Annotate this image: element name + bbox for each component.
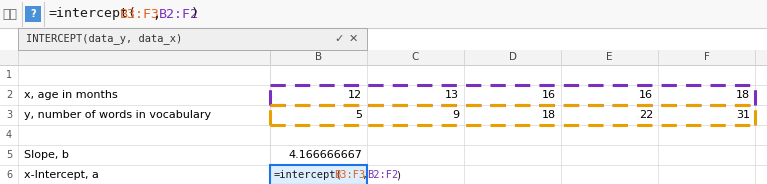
Text: 4.166666667: 4.166666667 bbox=[288, 150, 362, 160]
Text: B2:F2: B2:F2 bbox=[159, 8, 199, 20]
Bar bbox=[0, 125, 767, 145]
Text: ,: , bbox=[362, 170, 368, 180]
Bar bbox=[0, 165, 767, 184]
Text: 2: 2 bbox=[6, 90, 12, 100]
Text: INTERCEPT(data_y, data_x): INTERCEPT(data_y, data_x) bbox=[26, 33, 183, 45]
Text: 18: 18 bbox=[736, 90, 750, 100]
Text: 5: 5 bbox=[6, 150, 12, 160]
Text: Slope, b: Slope, b bbox=[24, 150, 69, 160]
Text: 13: 13 bbox=[445, 90, 459, 100]
Text: B2:F2: B2:F2 bbox=[367, 170, 399, 180]
Text: 16: 16 bbox=[542, 90, 556, 100]
Bar bbox=[25, 6, 41, 22]
Text: ): ) bbox=[191, 8, 199, 20]
Text: B: B bbox=[315, 52, 322, 63]
Text: ,: , bbox=[152, 8, 160, 20]
Text: 1: 1 bbox=[6, 70, 12, 80]
Text: 4: 4 bbox=[6, 130, 12, 140]
Bar bbox=[18, 28, 367, 50]
Text: =intercept(: =intercept( bbox=[48, 8, 136, 20]
Text: =intercept(: =intercept( bbox=[274, 170, 343, 180]
Text: y, number of words in vocabulary: y, number of words in vocabulary bbox=[24, 110, 211, 120]
Bar bbox=[0, 105, 767, 125]
Bar bbox=[0, 65, 767, 85]
Text: 𝑓𝑥: 𝑓𝑥 bbox=[2, 8, 18, 20]
Bar bbox=[0, 0, 767, 28]
Text: B3:F3: B3:F3 bbox=[120, 8, 160, 20]
Text: 18: 18 bbox=[542, 110, 556, 120]
Text: F: F bbox=[703, 52, 709, 63]
Text: 22: 22 bbox=[639, 110, 653, 120]
Bar bbox=[0, 85, 767, 105]
Bar bbox=[0, 50, 767, 65]
Text: E: E bbox=[606, 52, 613, 63]
Text: C: C bbox=[412, 52, 420, 63]
Bar bbox=[0, 145, 767, 165]
Text: x, age in months: x, age in months bbox=[24, 90, 118, 100]
Text: ?: ? bbox=[30, 9, 36, 19]
Text: 6: 6 bbox=[6, 170, 12, 180]
Text: ): ) bbox=[395, 170, 401, 180]
Text: 31: 31 bbox=[736, 110, 750, 120]
Text: B3:F3: B3:F3 bbox=[334, 170, 366, 180]
Text: 9: 9 bbox=[452, 110, 459, 120]
Bar bbox=[270, 165, 367, 184]
Text: ✓: ✓ bbox=[334, 34, 344, 44]
Text: ✕: ✕ bbox=[348, 34, 357, 44]
Text: 5: 5 bbox=[355, 110, 362, 120]
Text: 12: 12 bbox=[348, 90, 362, 100]
Text: D: D bbox=[509, 52, 516, 63]
Text: x-Intercept, a: x-Intercept, a bbox=[24, 170, 99, 180]
Text: 3: 3 bbox=[6, 110, 12, 120]
Text: 16: 16 bbox=[639, 90, 653, 100]
